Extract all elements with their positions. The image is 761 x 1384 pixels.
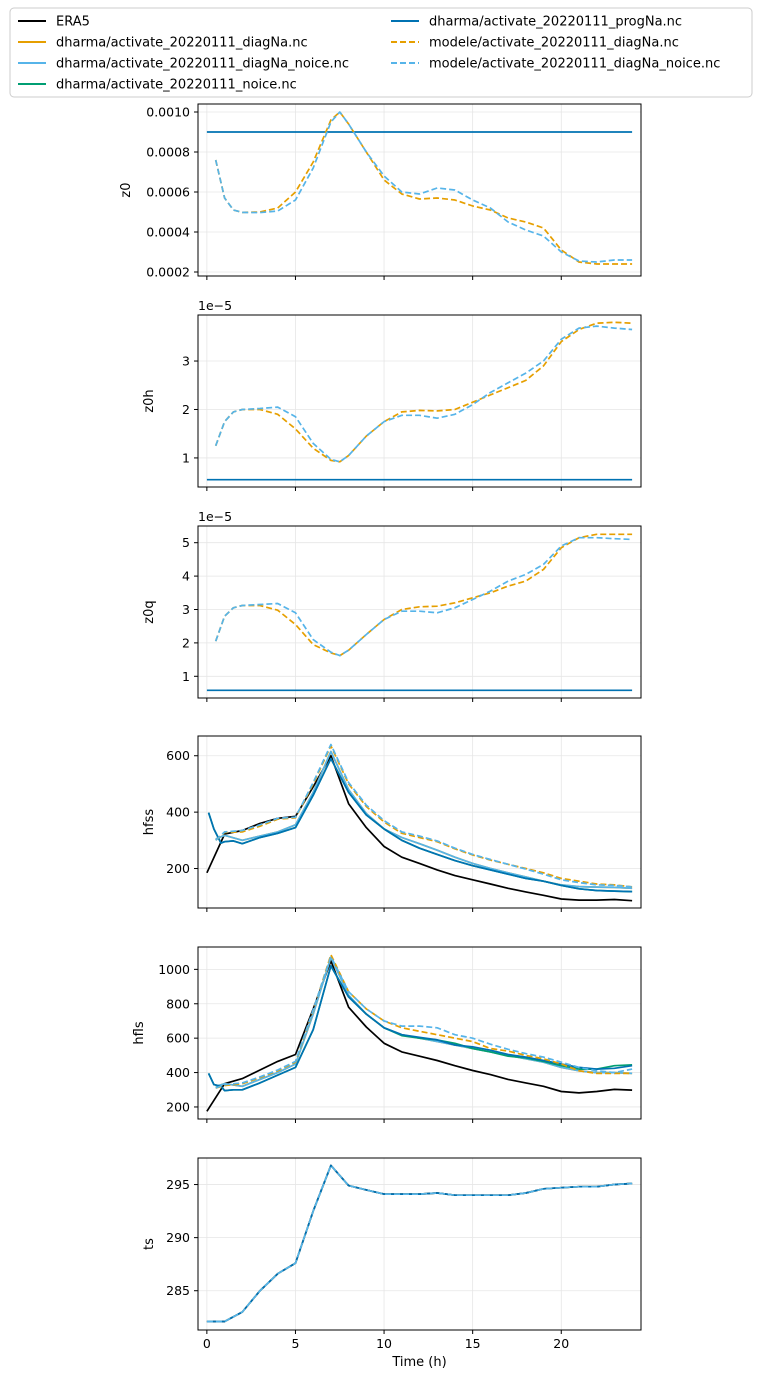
y-tick-label: 0.0004 bbox=[146, 225, 190, 240]
y-offset-text: 1e−5 bbox=[198, 298, 232, 313]
legend-label-6: modele/activate_20220111_diagNa_noice.nc bbox=[429, 57, 720, 72]
series-line-6 bbox=[214, 111, 633, 263]
series-line-6 bbox=[215, 743, 633, 888]
x-tick-label: 5 bbox=[291, 1336, 299, 1351]
y-tick-label: 5 bbox=[182, 535, 190, 550]
y-tick-label: 0.0008 bbox=[146, 145, 190, 160]
y-axis-label: hfss bbox=[142, 809, 157, 836]
series-group bbox=[206, 321, 633, 481]
plot-area bbox=[198, 947, 641, 1119]
y-tick-label: 1 bbox=[182, 450, 190, 465]
panel-ts: 285 290 295 0 5 10 15 20 ts Time (h) bbox=[142, 1157, 642, 1370]
axes-frame bbox=[197, 735, 642, 909]
y-tick-label: 400 bbox=[166, 1065, 190, 1080]
y-tick-label: 800 bbox=[166, 996, 190, 1011]
y-axis-label: z0 bbox=[119, 182, 134, 197]
y-tick-label: 4 bbox=[182, 569, 190, 584]
x-tick-label: 10 bbox=[376, 1336, 392, 1351]
y-tick-label: 0.0010 bbox=[146, 105, 190, 120]
panels: 0.0002 0.0004 0.0006 0.0008 0.0010 z0 1 2 3 z0h 1e… bbox=[119, 103, 642, 1370]
plot-area bbox=[198, 315, 641, 487]
panel-hfss: 200 400 600 hfss bbox=[142, 735, 642, 912]
y-tick-label: 200 bbox=[166, 861, 190, 876]
series-line-4 bbox=[207, 757, 633, 893]
axes-frame bbox=[197, 525, 642, 699]
panel-z0: 0.0002 0.0004 0.0006 0.0008 0.0010 z0 bbox=[119, 103, 642, 280]
y-tick-label: 600 bbox=[166, 1031, 190, 1046]
y-offset-text: 1e−5 bbox=[198, 509, 232, 524]
y-tick-label: 0.0002 bbox=[146, 265, 190, 280]
x-tick-label: 15 bbox=[465, 1336, 481, 1351]
panel-z0h: 1 2 3 z0h 1e−5 bbox=[142, 298, 642, 491]
y-tick-label: 1 bbox=[182, 669, 190, 684]
legend: ERA5 dharma/activate_20220111_progNa.ncdh… bbox=[9, 7, 753, 98]
legend-label-1: dharma/activate_20220111_diagNa.nc bbox=[56, 36, 308, 51]
axes-frame bbox=[197, 1157, 642, 1331]
series-group bbox=[206, 743, 633, 902]
x-tick-label: 20 bbox=[553, 1336, 569, 1351]
axes-frame bbox=[197, 103, 642, 277]
y-axis-label: ts bbox=[142, 1238, 157, 1250]
series-line-6 bbox=[214, 325, 633, 463]
y-axis-label: z0q bbox=[142, 600, 157, 623]
legend-frame bbox=[9, 7, 753, 98]
series-line-6 bbox=[215, 955, 633, 1089]
axes-frame bbox=[197, 946, 642, 1120]
panel-hfls: 200 400 600 800 1000 hfls bbox=[132, 946, 642, 1123]
axes-frame bbox=[197, 314, 642, 488]
x-axis-label: Time (h) bbox=[391, 1355, 446, 1370]
y-tick-label: 1000 bbox=[158, 962, 190, 977]
legend-label-0: ERA5 bbox=[56, 15, 90, 30]
y-tick-label: 2 bbox=[182, 635, 190, 650]
series-line-6 bbox=[214, 536, 633, 657]
legend-label-5: modele/activate_20220111_diagNa.nc bbox=[429, 36, 679, 51]
legend-label-3: dharma/activate_20220111_noice.nc bbox=[56, 78, 297, 93]
series-line-6 bbox=[206, 1164, 633, 1323]
y-tick-label: 200 bbox=[166, 1099, 190, 1114]
series-line-0 bbox=[206, 959, 633, 1112]
y-tick-label: 600 bbox=[166, 748, 190, 763]
y-tick-label: 2 bbox=[182, 402, 190, 417]
panel-z0q: 1 2 3 4 5 z0q 1e−5 bbox=[142, 509, 642, 702]
y-tick-label: 400 bbox=[166, 805, 190, 820]
series-line-5 bbox=[214, 533, 633, 657]
y-tick-label: 295 bbox=[166, 1177, 190, 1192]
y-axis-label: z0h bbox=[142, 389, 157, 412]
y-tick-label: 285 bbox=[166, 1283, 190, 1298]
series-line-5 bbox=[214, 321, 633, 463]
x-tick-label: 0 bbox=[203, 1336, 211, 1351]
legend-label-4: dharma/activate_20220111_progNa.nc bbox=[429, 15, 682, 30]
y-tick-label: 290 bbox=[166, 1230, 190, 1245]
series-group bbox=[206, 953, 633, 1112]
series-group bbox=[206, 1164, 633, 1323]
plot-area bbox=[198, 1158, 641, 1330]
y-axis-label: hfls bbox=[132, 1021, 147, 1044]
series-group bbox=[206, 111, 633, 265]
y-tick-label: 3 bbox=[182, 354, 190, 369]
y-tick-label: 3 bbox=[182, 602, 190, 617]
legend-label-2: dharma/activate_20220111_diagNa_noice.nc bbox=[56, 57, 349, 72]
series-line-5 bbox=[214, 111, 633, 265]
series-line-4 bbox=[207, 965, 633, 1092]
y-tick-label: 0.0006 bbox=[146, 185, 190, 200]
plot-area bbox=[198, 104, 641, 276]
series-group bbox=[206, 533, 633, 692]
